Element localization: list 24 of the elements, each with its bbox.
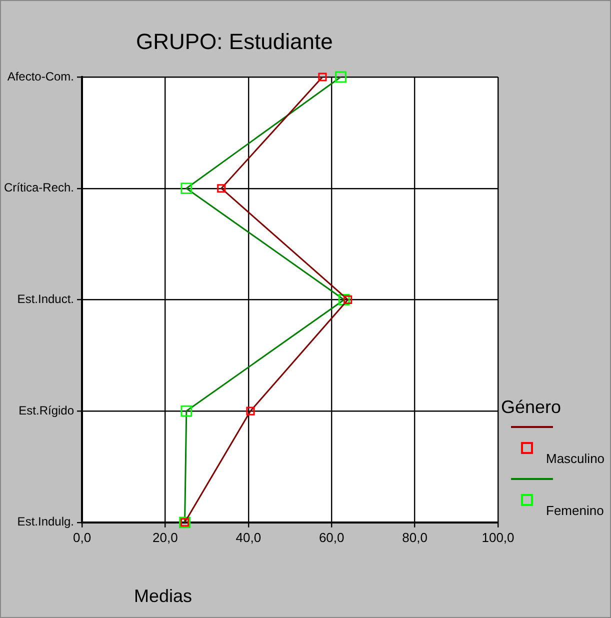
y-tick-label: Est.Indulg. xyxy=(17,514,74,529)
point xyxy=(180,182,192,194)
point xyxy=(344,295,352,304)
point xyxy=(318,72,327,82)
point xyxy=(217,184,226,193)
y-tick-label: Crítica-Rech. xyxy=(4,180,74,195)
point xyxy=(338,294,350,306)
chart-title: GRUPO: Estudiante xyxy=(136,29,333,55)
y-tick-label: Afecto-Com. xyxy=(7,69,74,84)
x-tick-label: 80,0 xyxy=(402,530,428,545)
x-tick-label: 100,0 xyxy=(482,530,514,545)
point xyxy=(180,405,192,417)
x-tick-label: 0,0 xyxy=(72,530,92,545)
x-tick-label: 60,0 xyxy=(318,530,344,545)
point xyxy=(335,71,346,83)
point xyxy=(246,406,255,416)
x-tick-label: 40,0 xyxy=(236,530,262,545)
text: Femenino xyxy=(546,503,604,518)
x-axis-title: Medias xyxy=(134,586,192,607)
text: Masculino xyxy=(546,451,605,466)
y-tick-label: Est.Induct. xyxy=(17,292,74,306)
y-tick-label: Est.Rígido xyxy=(18,403,74,418)
x-tick-label: 20,0 xyxy=(152,530,178,545)
legend-title: Género xyxy=(501,397,562,418)
